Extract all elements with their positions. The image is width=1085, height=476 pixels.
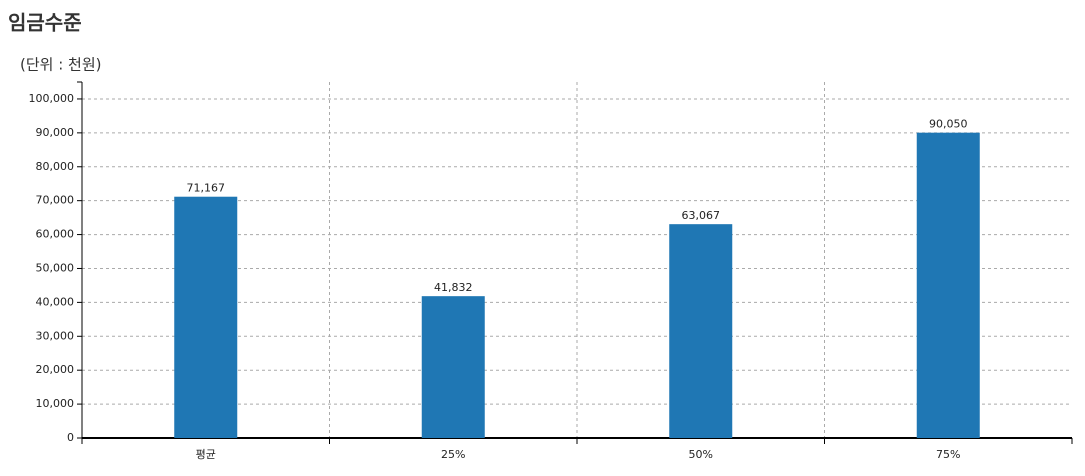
bar [421, 296, 485, 438]
value-label: 71,167 [187, 182, 226, 195]
y-tick-label: 90,000 [36, 126, 75, 139]
x-tick-label: 25% [441, 448, 465, 461]
chart-subtitle: (단위 : 천원) [20, 56, 102, 74]
y-tick-label: 100,000 [29, 92, 75, 105]
bar [174, 196, 238, 438]
x-tick-label: 75% [936, 448, 960, 461]
y-tick-label: 60,000 [36, 228, 75, 241]
x-tick-label: 평균 [196, 448, 216, 461]
y-tick-label: 0 [67, 431, 74, 444]
x-tick-label: 50% [689, 448, 713, 461]
y-tick-label: 30,000 [36, 329, 75, 342]
value-label: 90,050 [929, 118, 968, 131]
bar [916, 132, 980, 438]
value-label: 63,067 [682, 209, 721, 222]
chart-title: 임금수준 [8, 11, 82, 35]
y-tick-label: 40,000 [36, 295, 75, 308]
y-tick-label: 10,000 [36, 397, 75, 410]
y-tick-label: 70,000 [36, 194, 75, 207]
y-tick-label: 50,000 [36, 261, 75, 274]
y-tick-label: 80,000 [36, 160, 75, 173]
value-label: 41,832 [434, 281, 473, 294]
y-tick-label: 20,000 [36, 363, 75, 376]
bar [669, 224, 733, 438]
